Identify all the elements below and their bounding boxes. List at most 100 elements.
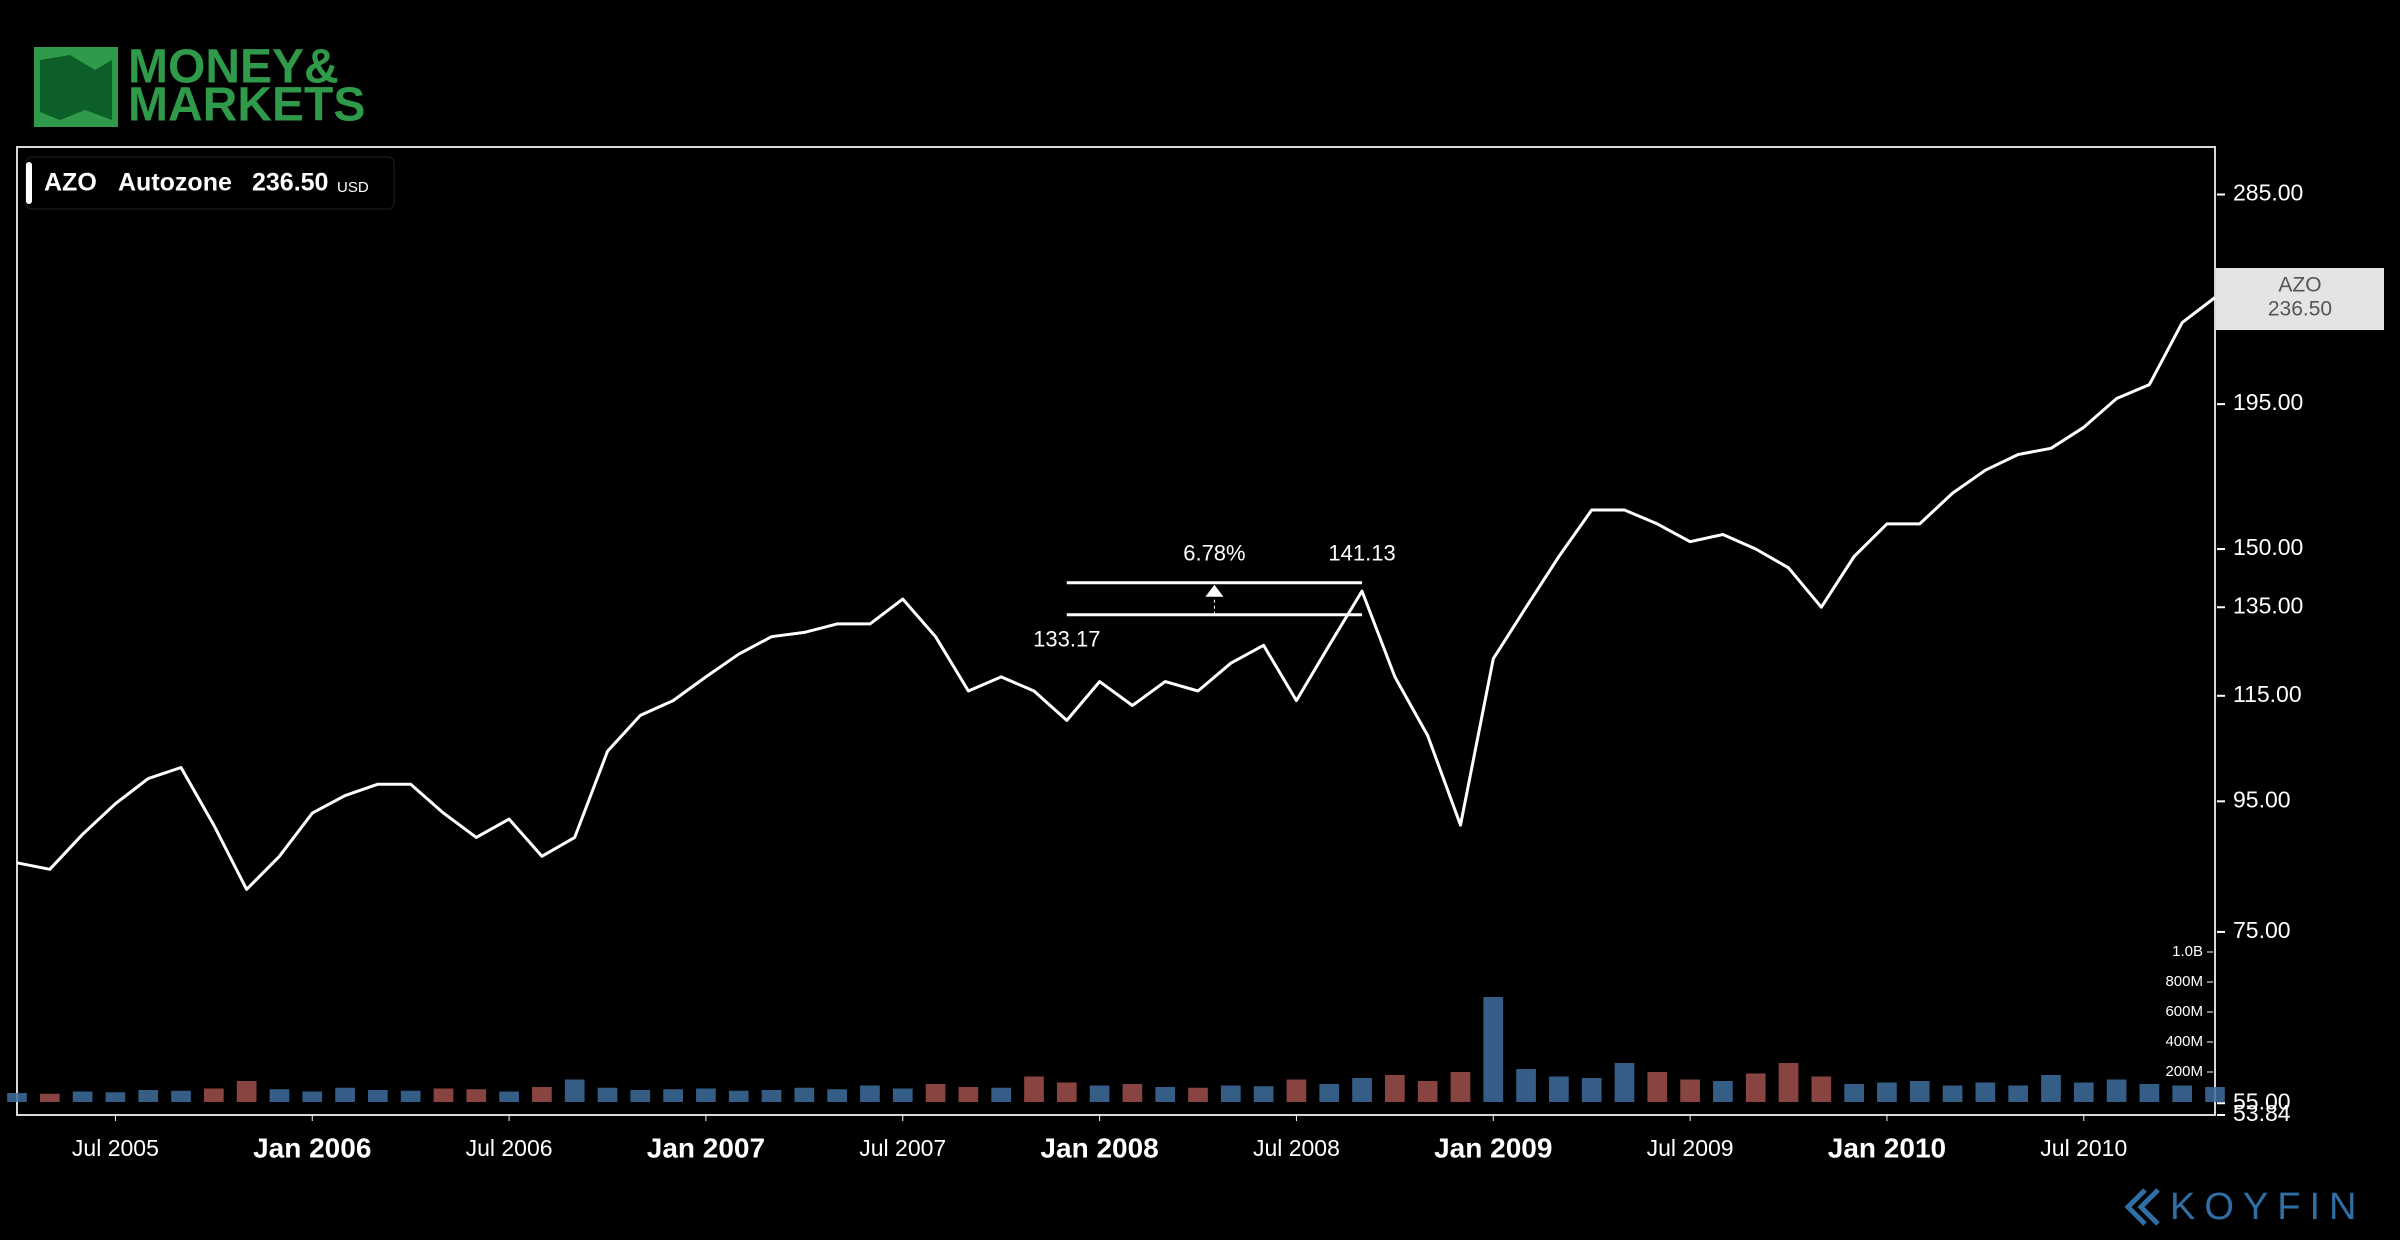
measure-arrow-head	[1205, 584, 1224, 597]
volume-bar	[2139, 1084, 2160, 1102]
volume-bar	[827, 1089, 847, 1102]
volume-bar	[1581, 1078, 1602, 1102]
y-tick-label: 285.00	[2233, 180, 2303, 206]
y-tick-label: 95.00	[2233, 786, 2291, 812]
volume-tick-label: 600M	[2165, 1003, 2203, 1020]
volume-bar	[991, 1087, 1012, 1102]
measure-to-label: 141.13	[1328, 541, 1395, 566]
volume-bar	[1385, 1075, 1405, 1102]
volume-bar	[728, 1090, 749, 1102]
volume-bar	[1942, 1085, 1963, 1102]
legend: AZO Autozone 236.50 USD	[25, 156, 395, 210]
volume-bar	[2106, 1079, 2127, 1102]
volume-bar	[761, 1090, 782, 1102]
volume-bar	[203, 1088, 224, 1102]
price-tag-price: 236.50	[2268, 298, 2332, 321]
plot-frame	[16, 146, 2216, 1116]
volume-bar	[1975, 1082, 1996, 1102]
volume-bar	[1778, 1063, 1799, 1102]
x-tick-label: Jan 2006	[253, 1132, 371, 1163]
logo: MONEY& MARKETS	[34, 41, 365, 132]
volume-bar	[1844, 1084, 1864, 1102]
volume-bar	[1549, 1076, 1569, 1102]
x-tick-label: Jul 2007	[859, 1135, 946, 1161]
volume-bar	[499, 1091, 519, 1102]
price-tag-ticker: AZO	[2278, 274, 2321, 297]
volume-bar	[630, 1090, 651, 1102]
logo-line2: MARKETS	[128, 79, 365, 132]
volume-bar	[1450, 1072, 1471, 1102]
x-tick-label: Jul 2005	[72, 1135, 159, 1161]
volume-tick-label: 200M	[2165, 1063, 2203, 1080]
volume-bar	[171, 1090, 191, 1102]
volume-bar	[1483, 997, 1504, 1102]
volume-bar	[1220, 1085, 1241, 1102]
x-tick-label: Jan 2010	[1828, 1132, 1946, 1163]
volume-bar	[1089, 1085, 1110, 1102]
brand-name: KOYFIN	[2170, 1186, 2365, 1228]
volume-bar	[794, 1087, 815, 1102]
x-tick-label: Jul 2008	[1253, 1135, 1340, 1161]
volume-bar	[2008, 1085, 2029, 1102]
volume-bar	[2041, 1075, 2061, 1102]
volume-bar	[72, 1091, 93, 1102]
volume-bar	[1056, 1082, 1077, 1102]
volume-bar	[1188, 1087, 1208, 1102]
volume-bar	[1417, 1081, 1438, 1102]
volume-bar	[1516, 1069, 1536, 1102]
volume-bar	[1811, 1076, 1832, 1102]
y-tick-label: 115.00	[2233, 681, 2302, 707]
volume-bar	[138, 1090, 159, 1102]
legend-currency: USD	[337, 179, 369, 196]
volume-bar	[2073, 1082, 2094, 1102]
volume-bar	[1319, 1084, 1340, 1102]
volume-bar	[1745, 1073, 1766, 1102]
volume-tick-label: 400M	[2165, 1033, 2203, 1050]
volume-bar	[663, 1089, 683, 1102]
volume-bar	[7, 1093, 27, 1102]
logo-shape	[40, 55, 112, 120]
volume-bar	[466, 1089, 487, 1102]
price-tag-box	[2216, 268, 2384, 330]
y-tick-label: 75.00	[2233, 917, 2291, 943]
volume-bar	[696, 1088, 716, 1102]
volume-bar	[892, 1088, 913, 1102]
volume-bar	[860, 1085, 880, 1102]
legend-name: Autozone	[118, 169, 232, 197]
volume-tick-label: 1.0B	[2172, 943, 2203, 960]
y-tick-label: 53.84	[2233, 1100, 2291, 1126]
price-line	[16, 296, 2216, 891]
volume-bar	[597, 1087, 618, 1102]
y-tick-label: 150.00	[2233, 534, 2303, 560]
volume-bar	[39, 1093, 60, 1102]
y-tick-label: 135.00	[2233, 592, 2303, 618]
y-tick-label: 55.00	[2233, 1088, 2291, 1114]
x-tick-label: Jul 2006	[466, 1135, 553, 1161]
volume-bar	[400, 1090, 421, 1102]
volume-bar	[1286, 1079, 1307, 1102]
volume-bar	[433, 1088, 454, 1102]
x-tick-label: Jan 2009	[1434, 1132, 1552, 1163]
volume-bar	[2205, 1087, 2225, 1102]
x-tick-label: Jul 2009	[1647, 1135, 1734, 1161]
measure-from-label: 133.17	[1033, 627, 1100, 652]
legend-ticker: AZO	[44, 169, 97, 197]
volume-bar	[532, 1087, 552, 1102]
volume-bar	[1877, 1082, 1897, 1102]
x-tick-label: Jul 2010	[2040, 1135, 2127, 1161]
measure-change-label: 6.78%	[1183, 541, 1245, 566]
volume-bar	[925, 1084, 946, 1102]
y-tick-label: 195.00	[2233, 389, 2303, 415]
volume-bar	[335, 1087, 355, 1102]
brand: KOYFIN	[2124, 1186, 2365, 1228]
volume-bar	[1352, 1078, 1372, 1102]
volume-bar	[1909, 1081, 1930, 1102]
volume-bar	[368, 1090, 388, 1102]
volume-bar	[105, 1092, 126, 1102]
volume-tick-label: 800M	[2165, 973, 2203, 990]
x-tick-label: Jan 2007	[647, 1132, 765, 1163]
plot: Jul 2005 Jan 2006 Jul 2006 Jan 2007 Jul 2007…	[7, 193, 2225, 1163]
brand-icon	[2124, 1188, 2160, 1226]
